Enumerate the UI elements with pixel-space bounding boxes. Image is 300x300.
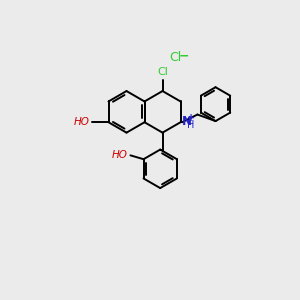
- Text: −: −: [179, 50, 190, 62]
- Text: H: H: [188, 120, 195, 130]
- Text: +: +: [188, 113, 196, 123]
- Text: Cl: Cl: [169, 51, 182, 64]
- Text: HO: HO: [74, 117, 90, 127]
- Text: N: N: [182, 115, 192, 128]
- Text: HO: HO: [112, 150, 127, 160]
- Text: Cl: Cl: [157, 67, 168, 77]
